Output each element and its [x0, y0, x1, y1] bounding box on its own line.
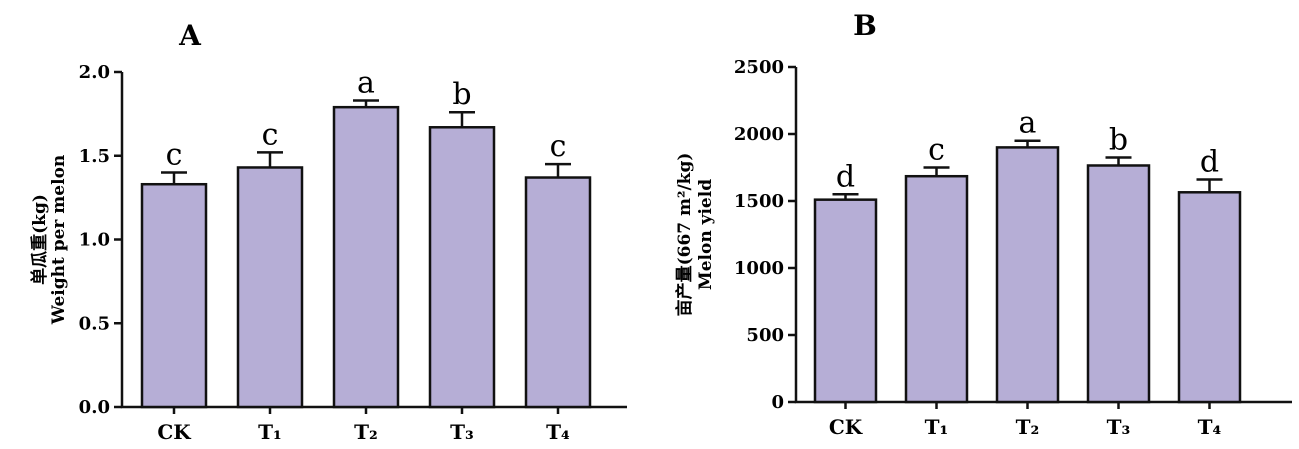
significance-label: a: [1019, 106, 1037, 141]
bar: [332, 105, 400, 409]
x-tick-label: CK: [829, 415, 863, 439]
bar: [904, 174, 969, 404]
bar: [524, 176, 592, 409]
bar: [813, 198, 878, 404]
chart-panel-a: A 0.0 0.5 1.0 1.5 2.0 c CK c T₁ a T₂ b T₃ c T₄ 单瓜重(kg) We…: [29, 19, 627, 444]
significance-label: c: [928, 133, 945, 168]
x-tick-label: T₃: [1107, 415, 1131, 439]
y-tick-label: 2.0: [79, 62, 110, 83]
x-tick-label: CK: [157, 420, 191, 444]
y-tick-label: 0.5: [79, 313, 110, 334]
x-tick-label: T₂: [1016, 415, 1040, 439]
panel-label: A: [178, 19, 202, 52]
significance-label: c: [550, 129, 567, 164]
x-tick-label: T₁: [258, 420, 282, 444]
y-axis-title-en: Melon yield: [696, 179, 716, 290]
significance-label: a: [357, 65, 375, 100]
y-tick-label: 0: [771, 392, 784, 413]
bar: [428, 126, 496, 409]
bar: [1086, 164, 1151, 404]
y-axis-title-en: Weight per melon: [49, 155, 69, 326]
y-tick-label: 1500: [734, 191, 784, 212]
y-tick-label: 1.5: [79, 146, 110, 167]
x-tick-label: T₁: [925, 415, 949, 439]
bar: [236, 166, 304, 409]
significance-label: d: [836, 159, 855, 194]
y-tick-label: 500: [746, 325, 784, 346]
significance-label: c: [262, 117, 279, 152]
significance-label: c: [166, 138, 183, 173]
significance-label: b: [452, 77, 471, 112]
chart-panel-b: B 0 500 1000 1500 2000 2500 d CK c T₁ a T₂ b T₃ d T₄ 亩产量(…: [674, 9, 1292, 439]
x-tick-label: T₃: [450, 420, 474, 444]
y-tick-label: 2500: [734, 57, 784, 78]
y-tick-label: 2000: [734, 124, 784, 145]
x-tick-label: T₄: [546, 420, 570, 444]
significance-label: d: [1200, 145, 1219, 180]
y-tick-label: 0.0: [79, 397, 110, 418]
y-axis-title-cn: 单瓜重(kg): [29, 194, 50, 285]
y-tick-label: 1.0: [79, 230, 110, 251]
panel-label: B: [853, 9, 877, 42]
bar: [995, 146, 1060, 404]
y-axis-title-cn: 亩产量(667 m²/kg): [674, 153, 695, 317]
bar: [140, 182, 208, 409]
significance-label: b: [1109, 122, 1128, 157]
x-tick-label: T₄: [1198, 415, 1222, 439]
bar: [1177, 191, 1242, 404]
y-tick-label: 1000: [734, 258, 784, 279]
x-tick-label: T₂: [354, 420, 378, 444]
